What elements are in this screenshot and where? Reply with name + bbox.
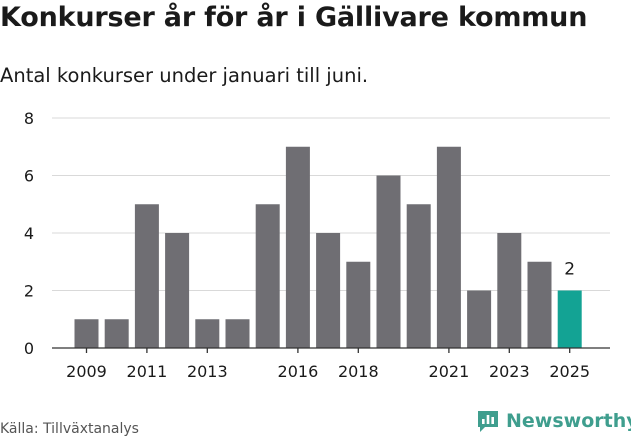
bar-2017	[316, 233, 341, 348]
bar-2009	[74, 319, 99, 348]
x-tick-label: 2016	[278, 362, 319, 381]
bar-2019	[376, 175, 401, 348]
y-tick-label: 8	[24, 109, 34, 128]
x-tick-label: 2011	[127, 362, 168, 381]
bar-2022	[467, 290, 492, 348]
bar-2010	[104, 319, 129, 348]
bar-2020	[406, 204, 431, 348]
y-tick-label: 2	[24, 282, 34, 301]
source-note: Källa: Tillväxtanalys	[0, 421, 139, 437]
x-tick-label: 2023	[489, 362, 530, 381]
bar-2015	[255, 204, 280, 348]
bar-2023	[497, 233, 522, 348]
data-label: 2	[564, 260, 575, 280]
bar-2018	[346, 261, 371, 348]
bar-2014	[225, 319, 250, 348]
brand-logo: Newsworthy	[476, 409, 631, 433]
bar-2025	[557, 290, 582, 348]
x-tick-label: 2009	[66, 362, 107, 381]
bar-2013	[195, 319, 220, 348]
bar-2012	[165, 233, 190, 348]
x-tick-label: 2021	[429, 362, 470, 381]
bar-chart-logo-icon	[478, 411, 498, 432]
x-tick-label: 2025	[549, 362, 590, 381]
y-tick-label: 4	[24, 224, 34, 243]
bar-chart: 0 2 4 6 8 2009 2011 2013 2016 2018 2021 2023 2025 2	[24, 109, 610, 381]
chart-title: Konkurser år för år i Gällivare kommun	[0, 2, 588, 33]
y-tick-label: 6	[24, 167, 34, 186]
bar-2021	[436, 146, 461, 348]
y-tick-label: 0	[24, 339, 34, 358]
chart-subtitle: Antal konkurser under januari till juni.	[0, 64, 369, 87]
bar-2011	[134, 204, 159, 348]
x-tick-label: 2013	[187, 362, 228, 381]
bar-2016	[285, 146, 310, 348]
bar-2024	[527, 261, 552, 348]
x-tick-label: 2018	[338, 362, 379, 381]
brand-name: Newsworthy	[506, 410, 631, 432]
